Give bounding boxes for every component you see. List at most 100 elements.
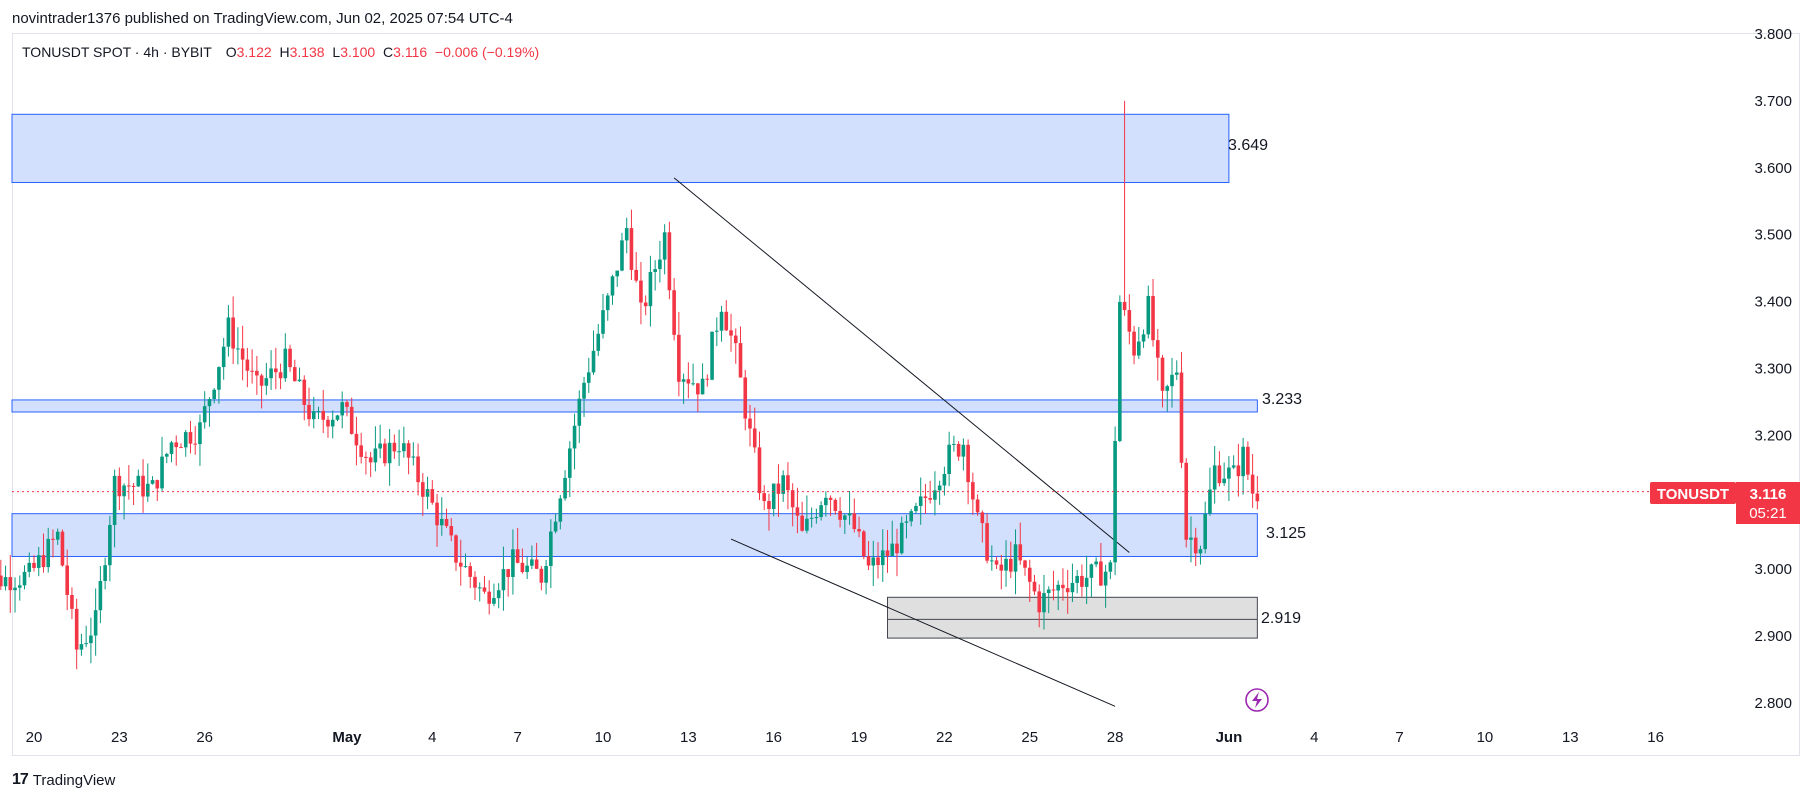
- candle-body: [852, 513, 857, 530]
- candle-body: [22, 571, 27, 586]
- candle-body: [1008, 558, 1013, 572]
- published-header: novintrader1376 published on TradingView…: [12, 10, 513, 27]
- candle-body: [895, 543, 899, 554]
- candle-body: [1179, 372, 1184, 463]
- candle-body: [1170, 374, 1174, 387]
- x-tick-label: Jun: [1216, 729, 1243, 746]
- candle-body: [311, 411, 316, 420]
- candle-body: [449, 526, 454, 536]
- legend-close-label: C: [383, 44, 394, 60]
- candle-body: [515, 549, 520, 563]
- candle-body: [345, 402, 349, 407]
- candle-body: [240, 348, 245, 360]
- candle-body: [667, 232, 672, 291]
- candle-body: [980, 512, 985, 524]
- candle-body: [487, 591, 491, 604]
- candle-body: [468, 566, 473, 577]
- candle-body: [956, 443, 961, 457]
- candle-body: [805, 518, 809, 531]
- x-axis: 20 23 26 May 4 7 10 13 16 19 22 25 28 Jun 4 7 10 13 16: [26, 729, 1664, 746]
- candle-body: [354, 433, 359, 446]
- candle-body: [174, 442, 179, 448]
- candle-body: [501, 569, 506, 591]
- candle-body: [1118, 301, 1122, 442]
- candle-body: [1184, 462, 1189, 540]
- candle-body: [392, 442, 397, 452]
- x-tick-label: 4: [1310, 729, 1318, 746]
- candle-body: [496, 590, 501, 599]
- candle-body: [715, 330, 719, 332]
- candle-body: [164, 453, 169, 457]
- candle-body: [32, 562, 36, 568]
- candle-body: [421, 482, 425, 497]
- candle-body: [188, 432, 193, 444]
- candle-body: [179, 447, 183, 449]
- x-tick-label: 19: [851, 729, 868, 746]
- x-tick-label: 13: [680, 729, 697, 746]
- candle-body: [1208, 489, 1212, 514]
- candle-body: [1046, 589, 1051, 594]
- candle-body: [658, 259, 662, 270]
- candle-body: [1236, 465, 1241, 477]
- x-tick-label: 28: [1107, 729, 1124, 746]
- y-tick-label: 3.000: [1754, 561, 1792, 578]
- candle-body: [1013, 544, 1018, 572]
- candle-body: [828, 497, 833, 500]
- candle-body: [13, 587, 17, 591]
- candle-body: [274, 368, 278, 373]
- candle-body: [349, 406, 354, 434]
- candle-body: [79, 644, 84, 650]
- zone-label-bottom: 2.919: [1261, 610, 1301, 627]
- candle-body: [729, 330, 733, 336]
- candle-body: [160, 456, 164, 489]
- candle-body: [549, 531, 553, 567]
- candle-body: [743, 377, 748, 419]
- candle-body: [1241, 446, 1245, 477]
- candle-body: [942, 474, 947, 486]
- candle-body: [98, 580, 103, 611]
- candle-body: [876, 557, 880, 566]
- candle-body: [620, 240, 624, 271]
- x-tick-label: 16: [1647, 729, 1664, 746]
- candle-body: [781, 475, 785, 494]
- candle-body: [74, 608, 79, 650]
- chart-frame[interactable]: [12, 33, 1800, 756]
- candle-body: [928, 498, 932, 500]
- candle-body: [1227, 467, 1231, 479]
- ohlc-legend: TONUSDT SPOT · 4h · BYBIT O3.122 H3.138 …: [22, 44, 539, 60]
- candle-body: [326, 419, 330, 427]
- candle-body: [155, 480, 160, 489]
- x-tick-label: 7: [1395, 729, 1403, 746]
- y-tick-label: 3.200: [1754, 427, 1792, 444]
- lightning-bolt-icon[interactable]: [1245, 688, 1269, 712]
- candle-body: [255, 370, 259, 376]
- candle-body: [918, 496, 923, 506]
- candle-body: [1246, 446, 1250, 475]
- candle-body: [1155, 340, 1160, 358]
- candle-body: [914, 505, 918, 512]
- y-tick-label: 3.400: [1754, 294, 1792, 311]
- x-tick-label: 20: [26, 729, 43, 746]
- candle-body: [297, 379, 302, 382]
- candle-body: [387, 442, 392, 464]
- candle-body: [364, 456, 368, 458]
- x-tick-label: 7: [513, 729, 521, 746]
- tradingview-footer[interactable]: 17 TradingView: [12, 771, 115, 789]
- candle-body: [757, 447, 762, 494]
- candle-body: [1132, 331, 1136, 356]
- candle-body: [572, 425, 577, 449]
- candle-body: [492, 598, 496, 604]
- candle-body: [51, 538, 55, 540]
- y-tick-label: 3.800: [1754, 26, 1792, 43]
- candle-body: [923, 496, 928, 499]
- candle-body: [1250, 474, 1255, 494]
- candle-body: [65, 565, 69, 595]
- candle-body: [544, 566, 548, 583]
- candle-body: [861, 531, 866, 557]
- candle-body: [359, 445, 363, 457]
- y-tick-label: 2.800: [1754, 695, 1792, 712]
- candle-body: [89, 635, 93, 644]
- candle-body: [990, 560, 994, 562]
- candle-body: [269, 368, 273, 379]
